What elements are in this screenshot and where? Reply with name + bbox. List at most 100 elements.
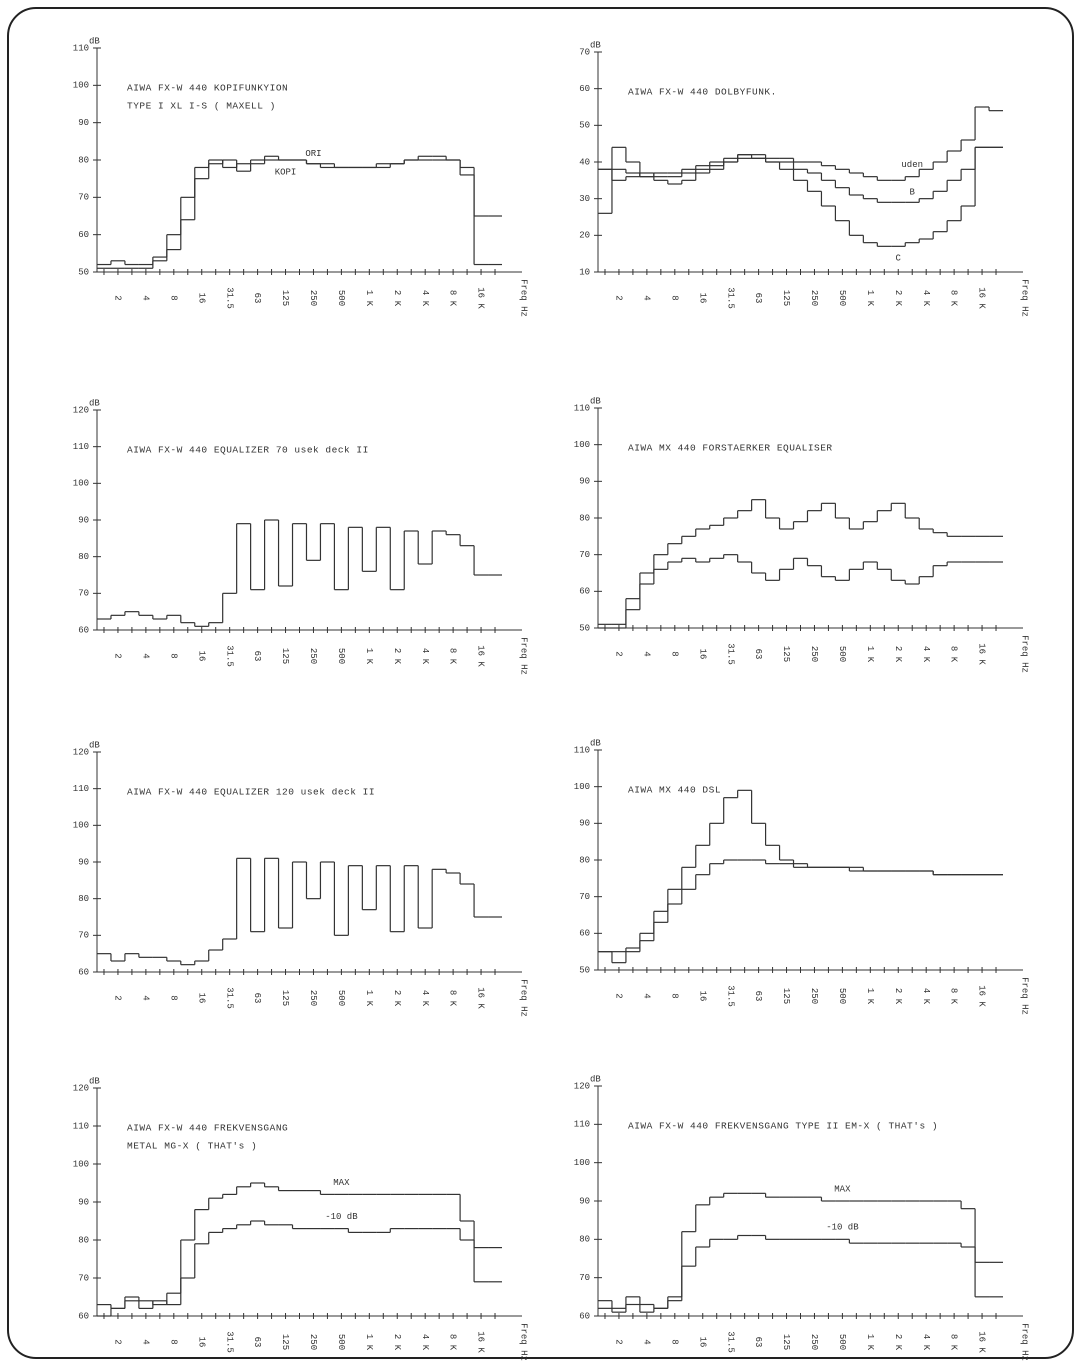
y-tick-label: 70 xyxy=(78,193,89,203)
y-tick-label: 50 xyxy=(579,623,590,633)
x-tick-label: 16 K xyxy=(476,987,486,1009)
x-tick-label: 125 xyxy=(781,1334,791,1350)
y-tick-label: 70 xyxy=(78,1273,89,1283)
y-tick-label: 110 xyxy=(574,403,590,413)
x-tick-label: 16 xyxy=(196,293,206,304)
y-tick-label: 60 xyxy=(579,84,590,94)
y-tick-label: 120 xyxy=(73,405,89,415)
y-tick-label: 80 xyxy=(78,552,89,562)
x-tick-label: 8 xyxy=(168,653,178,658)
x-tick-label: 125 xyxy=(280,648,290,664)
y-unit: dB xyxy=(590,1074,601,1084)
x-tick-label: 250 xyxy=(809,646,819,662)
y-tick-label: 100 xyxy=(73,479,89,489)
x-axis-label: Freq Hz xyxy=(1020,1323,1030,1361)
x-tick-label: 16 K xyxy=(977,985,987,1007)
x-tick-label: 4 xyxy=(141,995,151,1000)
x-tick-label: 4 K xyxy=(921,988,931,1005)
x-tick-label: 31.5 xyxy=(224,987,234,1009)
x-tick-label: 1 K xyxy=(364,648,374,665)
x-tick-label: 2 xyxy=(614,993,624,998)
y-tick-label: 120 xyxy=(73,1083,89,1093)
x-tick-label: 8 xyxy=(669,993,679,998)
chart-title: AIWA FX-W 440 FREKVENSGANG TYPE II EM-X … xyxy=(628,1121,938,1132)
x-tick-label: 31.5 xyxy=(725,643,735,665)
y-tick-label: 60 xyxy=(579,587,590,597)
page-border xyxy=(7,7,1074,1359)
y-tick-label: 120 xyxy=(574,1081,590,1091)
y-unit: dB xyxy=(89,36,100,46)
chart-subtitle: METAL MG-X ( THAT's ) xyxy=(127,1141,257,1152)
x-tick-label: 125 xyxy=(781,988,791,1004)
y-tick-label: 110 xyxy=(73,784,89,794)
x-tick-label: 16 xyxy=(196,651,206,662)
x-tick-label: 1 K xyxy=(865,290,875,307)
x-tick-label: 16 xyxy=(196,993,206,1004)
x-tick-label: 500 xyxy=(837,1334,847,1350)
x-tick-label: 4 K xyxy=(921,1334,931,1351)
y-tick-label: 50 xyxy=(579,121,590,131)
y-tick-label: 70 xyxy=(579,550,590,560)
x-tick-label: 2 K xyxy=(893,988,903,1005)
y-tick-label: 110 xyxy=(574,1120,590,1130)
x-tick-label: 16 K xyxy=(476,287,486,309)
x-axis-label: Freq Hz xyxy=(1020,977,1030,1015)
series-label: MAX xyxy=(333,1178,350,1188)
x-tick-label: 2 xyxy=(113,295,123,300)
x-tick-label: 8 xyxy=(669,1339,679,1344)
chart-title: AIWA MX 440 FORSTAERKER EQUALISER xyxy=(628,443,833,454)
y-tick-label: 90 xyxy=(78,118,89,128)
x-tick-label: 4 xyxy=(642,993,652,998)
x-tick-label: 4 xyxy=(642,295,652,300)
y-tick-label: 80 xyxy=(78,1235,89,1245)
x-tick-label: 16 K xyxy=(977,1331,987,1353)
y-tick-label: 40 xyxy=(579,157,590,167)
x-tick-label: 4 K xyxy=(921,290,931,307)
y-tick-label: 90 xyxy=(78,857,89,867)
x-tick-label: 31.5 xyxy=(224,1331,234,1353)
y-tick-label: 100 xyxy=(73,1159,89,1169)
x-tick-label: 500 xyxy=(336,290,346,306)
series-label: MAX xyxy=(834,1184,851,1194)
x-tick-label: 63 xyxy=(252,993,262,1004)
y-tick-label: 60 xyxy=(78,625,89,635)
x-tick-label: 4 K xyxy=(420,990,430,1007)
x-tick-label: 125 xyxy=(781,646,791,662)
x-axis-label: Freq Hz xyxy=(519,1323,529,1361)
x-tick-label: 250 xyxy=(308,648,318,664)
x-tick-label: 8 xyxy=(669,295,679,300)
y-tick-label: 100 xyxy=(73,81,89,91)
x-tick-label: 125 xyxy=(280,290,290,306)
y-tick-label: 100 xyxy=(574,782,590,792)
y-tick-label: 60 xyxy=(78,230,89,240)
x-tick-label: 500 xyxy=(837,646,847,662)
x-tick-label: 8 K xyxy=(949,1334,959,1351)
x-tick-label: 16 K xyxy=(476,645,486,667)
x-tick-label: 63 xyxy=(753,991,763,1002)
x-tick-label: 8 xyxy=(669,651,679,656)
x-tick-label: 4 xyxy=(141,653,151,658)
x-tick-label: 125 xyxy=(280,990,290,1006)
y-tick-label: 100 xyxy=(574,440,590,450)
series-label: KOPI xyxy=(275,167,297,177)
x-tick-label: 16 xyxy=(697,1337,707,1348)
x-tick-label: 8 K xyxy=(448,990,458,1007)
x-tick-label: 63 xyxy=(252,1337,262,1348)
y-tick-label: 70 xyxy=(78,589,89,599)
x-tick-label: 2 K xyxy=(392,290,402,307)
y-tick-label: 110 xyxy=(73,43,89,53)
x-tick-label: 500 xyxy=(837,290,847,306)
x-tick-label: 2 K xyxy=(392,1334,402,1351)
x-tick-label: 8 K xyxy=(949,290,959,307)
y-unit: dB xyxy=(89,740,100,750)
x-tick-label: 250 xyxy=(308,990,318,1006)
y-tick-label: 90 xyxy=(579,819,590,829)
x-tick-label: 8 K xyxy=(448,648,458,665)
chart-title: AIWA FX-W 440 KOPIFUNKYION xyxy=(127,83,288,94)
